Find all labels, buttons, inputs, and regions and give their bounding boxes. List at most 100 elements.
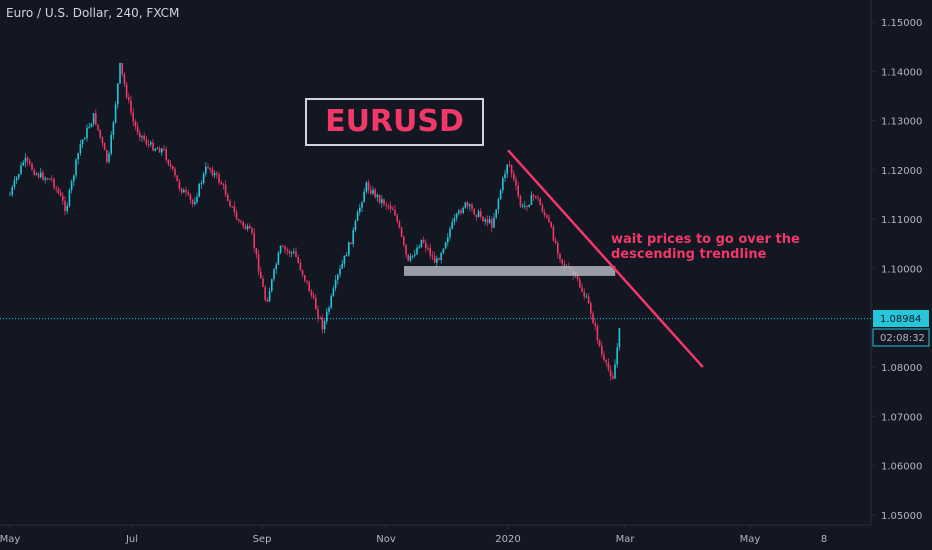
candle-body <box>251 228 253 233</box>
candle-body <box>11 187 13 195</box>
candle-body <box>18 174 20 178</box>
candle-body <box>213 173 216 176</box>
candle-body <box>172 166 174 169</box>
time-axis[interactable]: May Jul Sep Nov 2020 Mar May 8 <box>0 525 827 545</box>
candle-body <box>187 192 189 195</box>
candle-body <box>396 215 398 222</box>
candle-body <box>112 122 115 135</box>
candle-body <box>460 210 462 213</box>
candle-body <box>422 239 425 243</box>
candle-body <box>233 206 236 213</box>
price-tick-label: 1.06000 <box>881 462 922 473</box>
candle-body <box>499 190 502 200</box>
candle-body <box>240 220 242 222</box>
candle-body <box>136 126 139 133</box>
candle-body <box>130 100 132 113</box>
candle-body <box>26 157 29 161</box>
candle-body <box>587 296 590 304</box>
candle-body <box>64 200 66 211</box>
candle-body <box>152 142 154 151</box>
candle-body <box>310 291 313 296</box>
candle-body <box>139 132 141 138</box>
candle-body <box>601 346 603 355</box>
candle-body <box>541 205 544 213</box>
price-tick-label: 1.12000 <box>881 166 922 177</box>
candle-body <box>334 279 337 289</box>
candle-body <box>581 287 583 292</box>
candle-body <box>244 226 247 230</box>
candle-body <box>103 143 106 151</box>
candle-body <box>484 219 486 222</box>
candle-body <box>22 162 24 166</box>
candle-body <box>264 286 266 300</box>
candle-body <box>169 164 172 167</box>
candle-body <box>9 194 11 196</box>
candle-body <box>583 291 585 297</box>
candle-body <box>438 258 440 261</box>
candle-body <box>323 321 326 330</box>
candle-body <box>114 104 117 123</box>
candle-body <box>506 164 508 174</box>
candle-body <box>279 246 282 253</box>
candle-body <box>191 199 194 205</box>
countdown-text: 02:08:32 <box>880 333 925 344</box>
candle-body <box>614 364 616 379</box>
candle-body <box>521 205 524 207</box>
candle-body <box>482 216 484 222</box>
candle-body <box>385 204 387 206</box>
candle-body <box>442 248 445 254</box>
candle-body <box>400 227 403 237</box>
candle-body <box>416 247 418 255</box>
time-tick-label: Nov <box>376 534 396 545</box>
candle-body <box>196 196 198 203</box>
candle-body <box>473 208 475 215</box>
candle-body <box>517 185 519 197</box>
candle-body <box>119 63 121 84</box>
symbol-title[interactable]: Euro / U.S. Dollar, 240, FXCM <box>6 6 180 20</box>
candle-body <box>405 244 407 255</box>
time-tick-label: May <box>740 534 761 545</box>
candle-body <box>561 259 563 264</box>
candle-body <box>372 189 374 194</box>
candle-body <box>612 376 614 379</box>
drawings-layer <box>0 149 871 368</box>
candle-body <box>398 221 401 228</box>
candle-body <box>202 173 205 184</box>
candle-body <box>147 144 150 146</box>
candle-body <box>33 169 35 175</box>
candle-body <box>275 264 277 270</box>
candle-body <box>24 157 27 163</box>
candle-body <box>121 63 123 75</box>
price-axis[interactable]: 1.15000 1.14000 1.13000 1.12000 1.11000 1.100… <box>871 18 922 522</box>
candle-body <box>295 251 297 257</box>
candle-body <box>486 219 489 223</box>
candle-body <box>332 288 335 296</box>
candle-body <box>180 188 183 193</box>
candle-body <box>90 123 93 128</box>
candle-body <box>605 359 607 363</box>
candle-body <box>66 205 68 211</box>
candle-body <box>216 173 218 175</box>
candle-body <box>284 246 286 250</box>
price-tick-label: 1.13000 <box>881 117 922 128</box>
candle-body <box>35 173 38 175</box>
candle-body <box>466 202 469 207</box>
candle-body <box>532 194 535 197</box>
candle-body <box>475 214 478 217</box>
candle-body <box>464 202 467 208</box>
candle-body <box>453 218 456 222</box>
candle-body <box>293 251 295 253</box>
candle-body <box>88 127 90 129</box>
candle-body <box>616 347 618 365</box>
price-tick-label: 1.10000 <box>881 265 922 276</box>
candle-body <box>273 269 275 280</box>
candles-layer <box>9 62 621 381</box>
candle-body <box>299 262 302 271</box>
candle-body <box>326 311 328 322</box>
candle-body <box>163 148 165 150</box>
candle-body <box>161 148 163 153</box>
candle-body <box>183 190 185 193</box>
candle-body <box>471 204 473 209</box>
price-tick-label: 1.15000 <box>881 18 922 29</box>
